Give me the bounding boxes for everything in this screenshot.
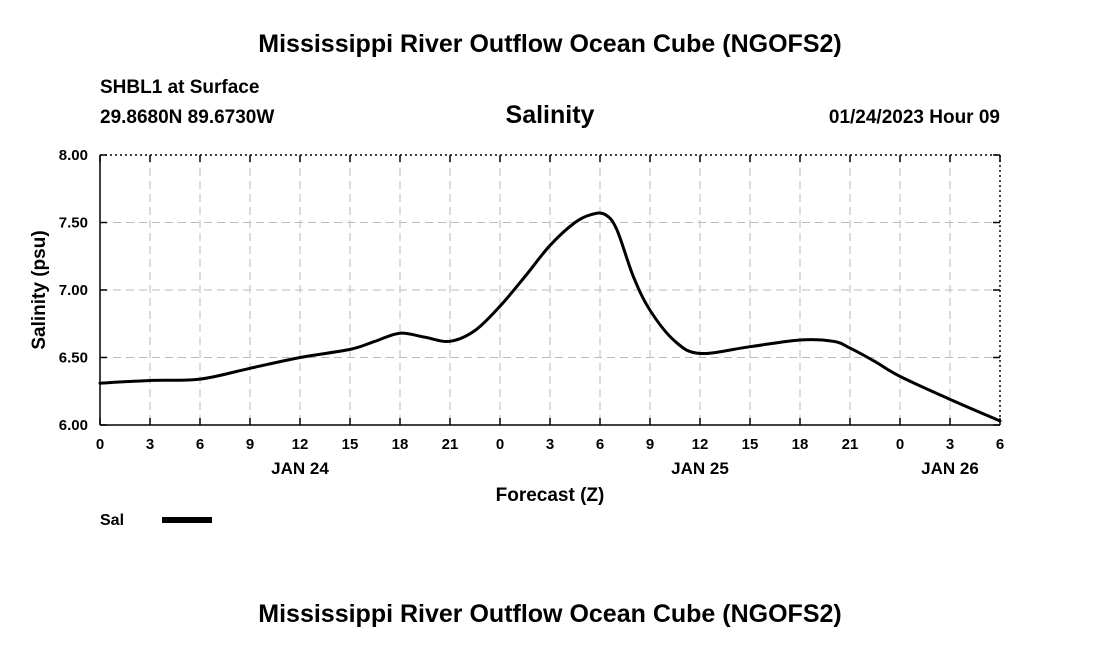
plot-title: Salinity [505, 101, 595, 129]
chart-title: Mississippi River Outflow Ocean Cube (NG… [258, 30, 842, 58]
x-tick-label: 18 [792, 436, 809, 453]
series-line-sal [98, 211, 1002, 423]
coordinates-label: 29.8680N 89.6730W [100, 107, 275, 128]
x-tick-label: 6 [196, 436, 204, 453]
x-tick-label: 15 [742, 436, 759, 453]
x-tick-label: 3 [146, 436, 154, 453]
x-tick-label: 15 [342, 436, 359, 453]
x-tick-label: 12 [692, 436, 709, 453]
date-label: JAN 26 [921, 459, 979, 478]
y-tick-label: 8.00 [59, 147, 88, 164]
x-tick-label: 21 [442, 436, 459, 453]
x-tick-label: 6 [996, 436, 1004, 453]
x-tick-label: 3 [546, 436, 554, 453]
x-tick-label: 9 [646, 436, 654, 453]
x-tick-label: 6 [596, 436, 604, 453]
x-tick-label: 18 [392, 436, 409, 453]
y-tick-label: 7.50 [59, 215, 88, 232]
date-label: JAN 24 [271, 459, 329, 478]
x-tick-label: 0 [896, 436, 904, 453]
x-tick-label: 9 [246, 436, 254, 453]
date-label: JAN 25 [671, 459, 729, 478]
legend-label: Sal [100, 512, 124, 529]
x-tick-label: 12 [292, 436, 309, 453]
forecast-datetime: 01/24/2023 Hour 09 [828, 107, 1000, 128]
y-tick-label: 6.00 [59, 417, 88, 434]
y-axis-label: Salinity (psu) [29, 230, 50, 349]
x-tick-label: 0 [96, 436, 104, 453]
x-tick-label: 3 [946, 436, 954, 453]
footer-title: Mississippi River Outflow Ocean Cube (NG… [258, 600, 842, 628]
y-tick-label: 6.50 [59, 350, 88, 367]
y-tick-label: 7.00 [59, 282, 88, 299]
x-tick-label: 21 [842, 436, 859, 453]
x-tick-label: 0 [496, 436, 504, 453]
station-label: SHBL1 at Surface [100, 77, 260, 98]
x-axis-label: Forecast (Z) [496, 485, 605, 506]
